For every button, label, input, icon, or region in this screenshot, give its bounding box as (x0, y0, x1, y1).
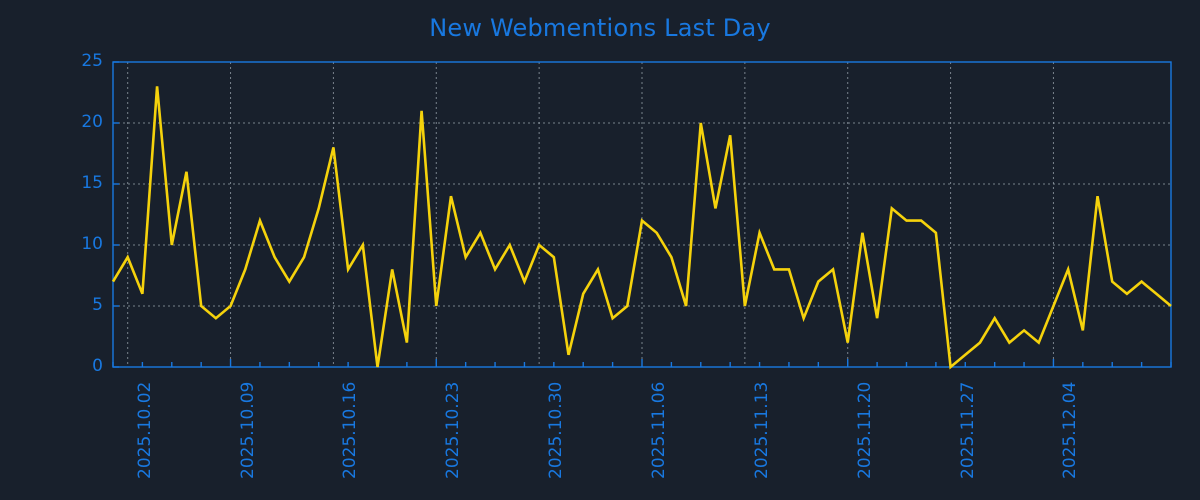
x-axis-tick-label: 2025.10.16 (340, 381, 361, 479)
data-series-line (111, 86, 1172, 370)
x-axis-tick-label: 2025.10.23 (443, 381, 464, 479)
x-axis-tick-label: 2025.11.13 (751, 381, 772, 479)
chart-title: New Webmentions Last Day (429, 14, 771, 42)
y-axis-tick-label: 10 (81, 234, 103, 254)
y-axis-tick-label: 25 (81, 51, 103, 71)
y-axis-tick-label: 20 (81, 112, 103, 132)
y-axis-tick-label: 5 (92, 295, 103, 315)
x-axis-tick-label: 2025.10.09 (237, 381, 258, 479)
x-axis-tick-label: 2025.10.02 (134, 381, 155, 479)
y-axis-tick-label: 0 (92, 356, 103, 376)
x-axis-tick-label: 2025.12.04 (1060, 381, 1081, 479)
axis-ticks (112, 61, 1172, 368)
x-axis-tick-label: 2025.10.30 (546, 381, 567, 479)
grid-lines (113, 62, 1171, 367)
x-axis-tick-label: 2025.11.27 (957, 381, 978, 479)
x-axis-tick-label: 2025.11.06 (649, 381, 669, 479)
x-axis-tick-label: 2025.11.20 (854, 381, 875, 479)
y-axis-tick-label: 15 (81, 173, 103, 193)
